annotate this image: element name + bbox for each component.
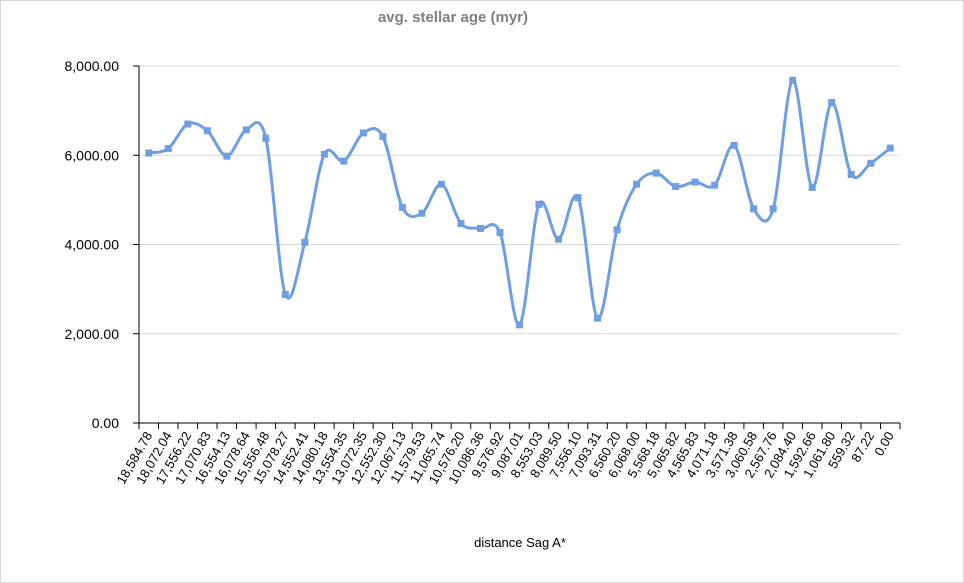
data-point <box>242 126 250 134</box>
x-axis-ticks: 18,584.7818,072.0417,556.2217,070.8316,5… <box>113 423 901 487</box>
gridlines <box>139 65 900 335</box>
data-point <box>223 152 231 160</box>
data-point <box>750 205 758 213</box>
data-point <box>496 228 504 236</box>
data-point <box>418 209 426 217</box>
data-point <box>867 159 875 167</box>
data-point <box>184 120 192 128</box>
data-point <box>476 224 484 232</box>
data-point <box>769 205 777 213</box>
data-point <box>808 183 816 191</box>
y-tick-label: 0.00 <box>92 415 119 431</box>
data-point <box>457 220 465 228</box>
data-point <box>633 180 641 188</box>
data-point <box>652 169 660 177</box>
data-point <box>262 134 270 142</box>
y-tick-label: 6,000.00 <box>65 147 120 163</box>
data-point <box>320 150 328 158</box>
x-tick-label: 0.00 <box>871 429 897 458</box>
data-point <box>672 182 680 190</box>
data-point <box>203 127 211 135</box>
axes <box>138 66 900 424</box>
data-point <box>594 314 602 322</box>
data-point <box>535 200 543 208</box>
data-point <box>730 141 738 149</box>
chart-title: avg. stellar age (myr) <box>378 9 528 26</box>
y-tick-label: 8,000.00 <box>65 58 120 74</box>
data-point <box>516 321 523 329</box>
y-tick-label: 2,000.00 <box>65 326 120 342</box>
series-markers <box>145 76 894 329</box>
data-point <box>359 129 367 137</box>
data-point <box>789 76 797 84</box>
data-point <box>555 235 563 243</box>
data-point <box>574 194 582 202</box>
data-point <box>437 180 445 188</box>
data-point <box>281 290 289 298</box>
data-point <box>145 149 153 157</box>
y-tick-label: 4,000.00 <box>65 237 120 253</box>
data-point <box>613 226 621 234</box>
data-point <box>691 178 699 186</box>
data-point <box>828 99 836 107</box>
data-point <box>886 144 894 152</box>
data-point <box>301 238 309 246</box>
data-point <box>340 157 348 165</box>
data-point <box>398 203 406 211</box>
data-point <box>379 133 387 141</box>
x-axis-title: distance Sag A* <box>474 535 566 550</box>
data-point <box>847 170 855 178</box>
y-axis-ticks: 0.00 2,000.00 4,000.00 6,000.00 8,000.00 <box>65 58 139 431</box>
data-point <box>711 181 719 189</box>
data-point <box>164 145 172 153</box>
series-line <box>148 78 892 327</box>
